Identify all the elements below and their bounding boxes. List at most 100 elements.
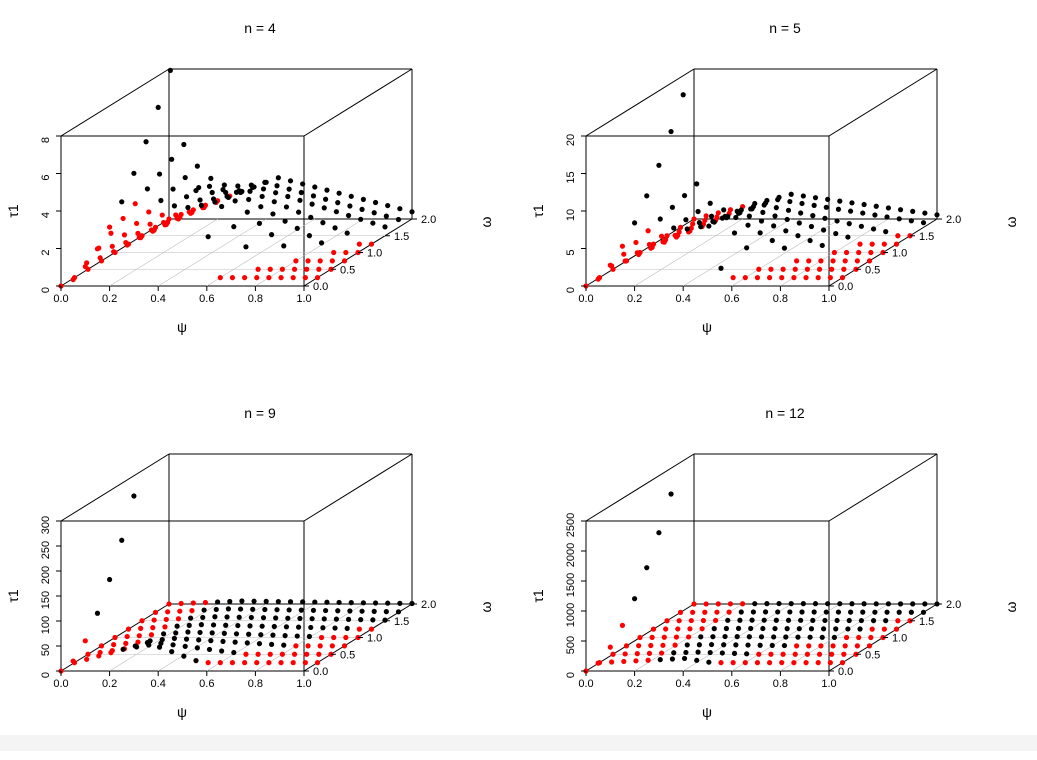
data-point <box>318 634 325 641</box>
data-point <box>224 614 230 620</box>
data-point <box>124 633 130 640</box>
data-point <box>845 234 851 240</box>
data-point <box>767 660 773 666</box>
data-point <box>808 626 815 632</box>
z-tick-label: 20 <box>565 134 577 146</box>
z-tick-label: 1500 <box>565 573 577 597</box>
data-point <box>839 275 846 281</box>
box-edge-top-right <box>303 68 413 137</box>
data-point <box>737 617 743 623</box>
data-point <box>725 617 731 623</box>
data-point <box>267 266 273 272</box>
data-point <box>300 181 306 187</box>
data-point <box>695 649 701 655</box>
chart-title: n = 5 <box>769 20 801 36</box>
data-point <box>873 203 879 209</box>
data-point <box>409 209 415 215</box>
data-point <box>837 198 843 204</box>
data-point <box>202 599 209 606</box>
data-point <box>922 210 928 216</box>
data-point <box>194 163 200 169</box>
data-point <box>274 183 280 189</box>
z-axis-label: τ1 <box>5 589 21 603</box>
z-tick-label: 300 <box>40 516 52 534</box>
data-point <box>672 232 678 238</box>
data-point <box>243 244 249 250</box>
data-point <box>279 651 285 657</box>
data-point <box>270 211 276 217</box>
z-tick-label: 0 <box>565 672 577 678</box>
scatter3d-n5: n = 5 0.0 0.2 0.4 0.6 0.8 1.0 ψ 0 5 10 15 20 τ1 0.0 0.5… <box>530 20 1019 335</box>
data-point <box>235 622 241 629</box>
data-point <box>660 239 666 245</box>
data-point <box>842 643 848 649</box>
data-point <box>217 660 223 666</box>
data-point <box>397 600 403 606</box>
data-point <box>671 650 677 656</box>
data-point <box>816 266 823 272</box>
data-point <box>825 601 831 607</box>
data-point <box>220 638 226 644</box>
y-tick-label: 0.5 <box>865 649 880 661</box>
y-tick-label: 0.0 <box>838 281 853 293</box>
box-edge-top-right <box>828 68 938 137</box>
data-point <box>173 212 179 218</box>
data-point <box>383 213 389 219</box>
data-point <box>134 220 140 227</box>
data-point <box>699 626 705 632</box>
data-point <box>189 608 195 614</box>
data-point <box>872 212 878 218</box>
data-point <box>123 640 129 646</box>
data-point <box>188 615 194 621</box>
data-point <box>792 266 798 272</box>
data-point <box>644 193 650 199</box>
data-point <box>356 241 362 247</box>
data-point <box>233 189 240 195</box>
data-point <box>300 599 306 605</box>
data-point <box>82 263 88 270</box>
data-point <box>703 601 709 607</box>
data-point <box>698 224 704 230</box>
data-point <box>812 601 819 607</box>
data-point <box>750 609 756 615</box>
box-edge-top-right <box>303 453 413 522</box>
data-point <box>262 606 268 613</box>
data-point <box>764 601 770 607</box>
data-point <box>897 207 904 213</box>
data-point <box>298 607 304 613</box>
data-point <box>371 608 377 614</box>
data-point <box>232 639 238 645</box>
data-point <box>781 245 788 251</box>
data-point <box>710 218 716 225</box>
data-point <box>309 201 315 207</box>
data-point <box>306 633 312 640</box>
data-point <box>259 623 265 629</box>
data-point <box>726 609 732 615</box>
data-point <box>235 183 241 189</box>
data-point <box>259 193 265 200</box>
data-point <box>803 275 809 281</box>
window-bottom-strip <box>0 735 1037 751</box>
data-point <box>123 239 129 246</box>
y-tick-label: 1.5 <box>919 231 934 243</box>
data-point <box>111 249 117 255</box>
data-point <box>833 230 839 237</box>
data-point <box>341 258 348 264</box>
data-point <box>136 234 142 241</box>
data-point <box>285 615 291 621</box>
data-point <box>283 204 290 210</box>
data-point <box>209 630 215 636</box>
data-point <box>196 637 202 643</box>
data-point <box>336 190 342 196</box>
data-point <box>368 626 375 632</box>
data-point <box>843 634 850 641</box>
data-point <box>804 651 810 657</box>
data-point <box>632 596 638 602</box>
data-point <box>161 631 167 637</box>
data-point <box>731 650 738 656</box>
data-point <box>831 634 837 641</box>
data-point <box>156 644 163 650</box>
y-tick-label: 0.5 <box>340 264 355 276</box>
data-point <box>719 215 725 221</box>
data-point <box>186 209 192 215</box>
